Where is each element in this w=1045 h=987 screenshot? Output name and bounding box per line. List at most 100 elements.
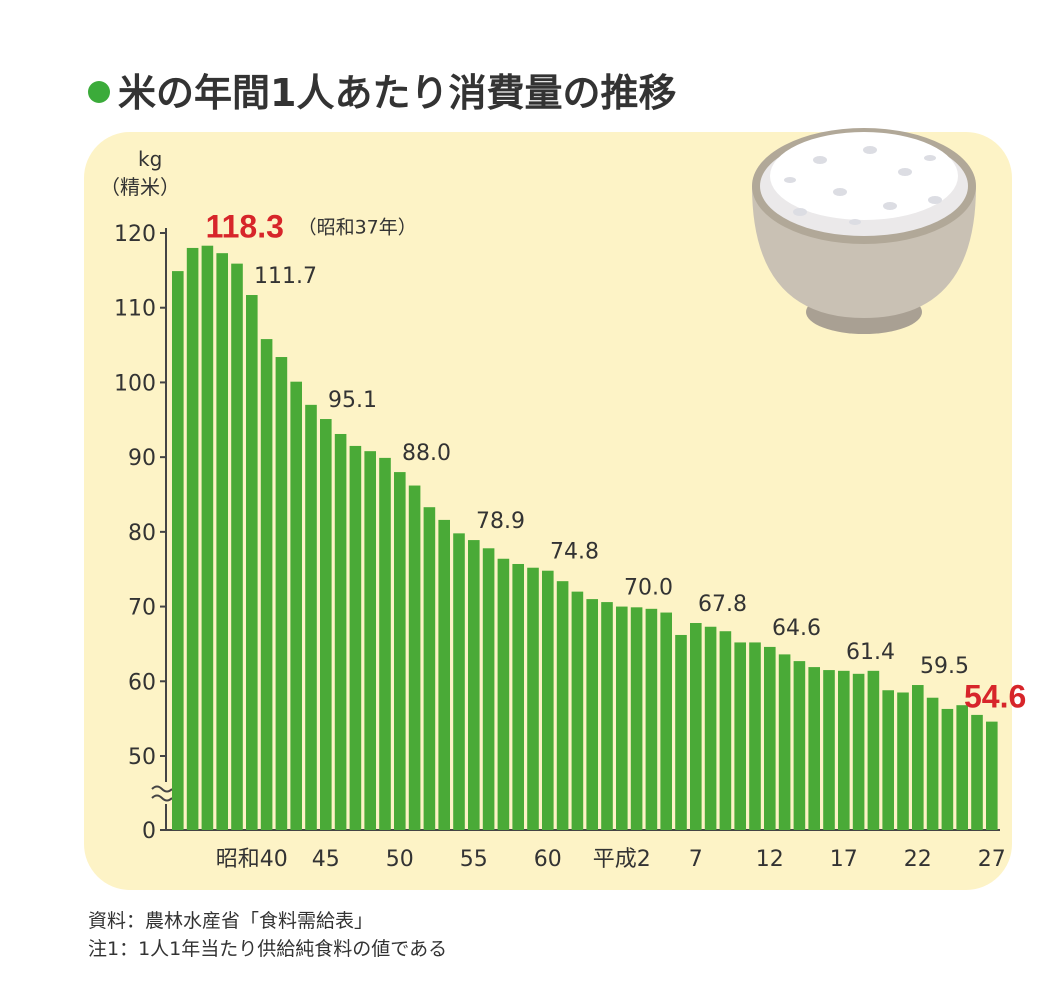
bar [482, 548, 495, 830]
x-tick-label: 7 [689, 847, 703, 872]
bar [897, 692, 909, 830]
data-label-max-note: （昭和37年） [298, 217, 417, 239]
bar [216, 253, 228, 830]
bar [823, 670, 835, 830]
bar [630, 607, 643, 830]
bar [704, 626, 717, 830]
bar [764, 646, 776, 830]
bar [186, 247, 199, 830]
y-tick-label: 50 [128, 745, 156, 770]
data-label: 95.1 [328, 388, 377, 413]
bar [601, 602, 613, 830]
data-label: 70.0 [624, 576, 673, 601]
bar [616, 606, 628, 830]
source-note: 資料：農林水産省「食料需給表」 [88, 910, 374, 932]
y-axis-unit: kg [138, 147, 162, 171]
y-tick-label: 90 [128, 446, 156, 471]
chart-title: 米の年間1人あたり消費量の推移 [88, 62, 676, 117]
x-tick-label: 17 [830, 847, 858, 872]
bar [512, 563, 524, 830]
data-label-latest: 54.6 [964, 679, 1026, 715]
bar [305, 404, 317, 830]
bar [793, 661, 806, 830]
bar [808, 667, 820, 830]
data-label: 64.6 [772, 616, 821, 641]
data-label: 74.8 [550, 540, 599, 565]
y-tick-label: 110 [114, 297, 156, 322]
bar [542, 570, 554, 830]
bar [586, 599, 598, 830]
x-tick-label: 昭和40 [216, 847, 288, 872]
bar [320, 419, 332, 830]
data-label: 78.9 [476, 509, 525, 534]
bar [468, 540, 480, 830]
bar [719, 631, 732, 830]
x-tick-label: 平成2 [593, 847, 651, 872]
bar [379, 457, 391, 830]
data-label: 67.8 [698, 592, 747, 617]
bar [334, 433, 347, 830]
bar [394, 472, 406, 830]
title-bullet-icon [88, 80, 110, 103]
bar [971, 714, 983, 830]
y-axis-note: （精米） [100, 175, 180, 199]
bar [675, 634, 687, 830]
bar [453, 533, 465, 830]
x-tick-label: 27 [978, 847, 1006, 872]
bar [290, 381, 302, 830]
bar [749, 642, 761, 830]
data-label: 88.0 [402, 441, 451, 466]
bar [867, 670, 880, 830]
bar [734, 642, 746, 830]
bar [349, 445, 362, 830]
bar [941, 708, 954, 830]
y-tick-label: 60 [128, 670, 156, 695]
bar [778, 654, 791, 830]
bar [246, 295, 258, 831]
axis-break-mark [151, 794, 173, 802]
y-tick-label: 70 [128, 596, 156, 621]
data-labels: 118.3 （昭和37年） 111.7 95.1 88.0 78.9 74.8 70.0 67.… [206, 209, 1027, 715]
y-tick-label: 120 [114, 222, 156, 247]
bar [364, 451, 376, 830]
bar [645, 608, 658, 830]
data-label-max: 118.3 [206, 209, 284, 245]
bar [527, 567, 539, 830]
x-tick-label: 55 [460, 847, 488, 872]
x-tick-label: 45 [312, 847, 340, 872]
rice-bowl-icon [752, 128, 976, 334]
bar [275, 357, 288, 830]
bar [172, 271, 184, 831]
chart-title-text: 米の年間1人あたり消費量の推移 [118, 71, 677, 115]
data-label: 61.4 [846, 640, 895, 665]
data-label: 111.7 [254, 264, 317, 289]
x-tick-label: 12 [756, 847, 784, 872]
bar [260, 339, 273, 830]
bar [201, 245, 214, 831]
bar [408, 485, 421, 830]
y-tick-label: 100 [114, 371, 156, 396]
x-tick-label: 50 [386, 847, 414, 872]
bar [838, 670, 850, 830]
bar [956, 705, 968, 830]
bar [926, 697, 939, 830]
y-tick-label: 80 [128, 521, 156, 546]
bar [571, 591, 584, 830]
bar-series [172, 245, 998, 831]
footnote: 注1：1人1年当たり供給純食料の値である [88, 938, 448, 960]
bar [986, 721, 998, 830]
bar [497, 558, 510, 830]
bar [438, 519, 450, 830]
chart-axes: kg （精米） 0 50 60 70 80 90 100 110 120 昭和40 45 50 55 60 平成… [100, 147, 1006, 872]
bar [852, 673, 865, 830]
data-label: 59.5 [920, 654, 969, 679]
bar [231, 263, 243, 831]
x-tick-label: 60 [534, 847, 562, 872]
y-tick-label: 0 [142, 819, 156, 844]
x-tick-label: 22 [904, 847, 932, 872]
bar [882, 690, 894, 830]
bar [690, 623, 702, 830]
axis-break-mark [151, 785, 173, 793]
bar [912, 685, 924, 830]
